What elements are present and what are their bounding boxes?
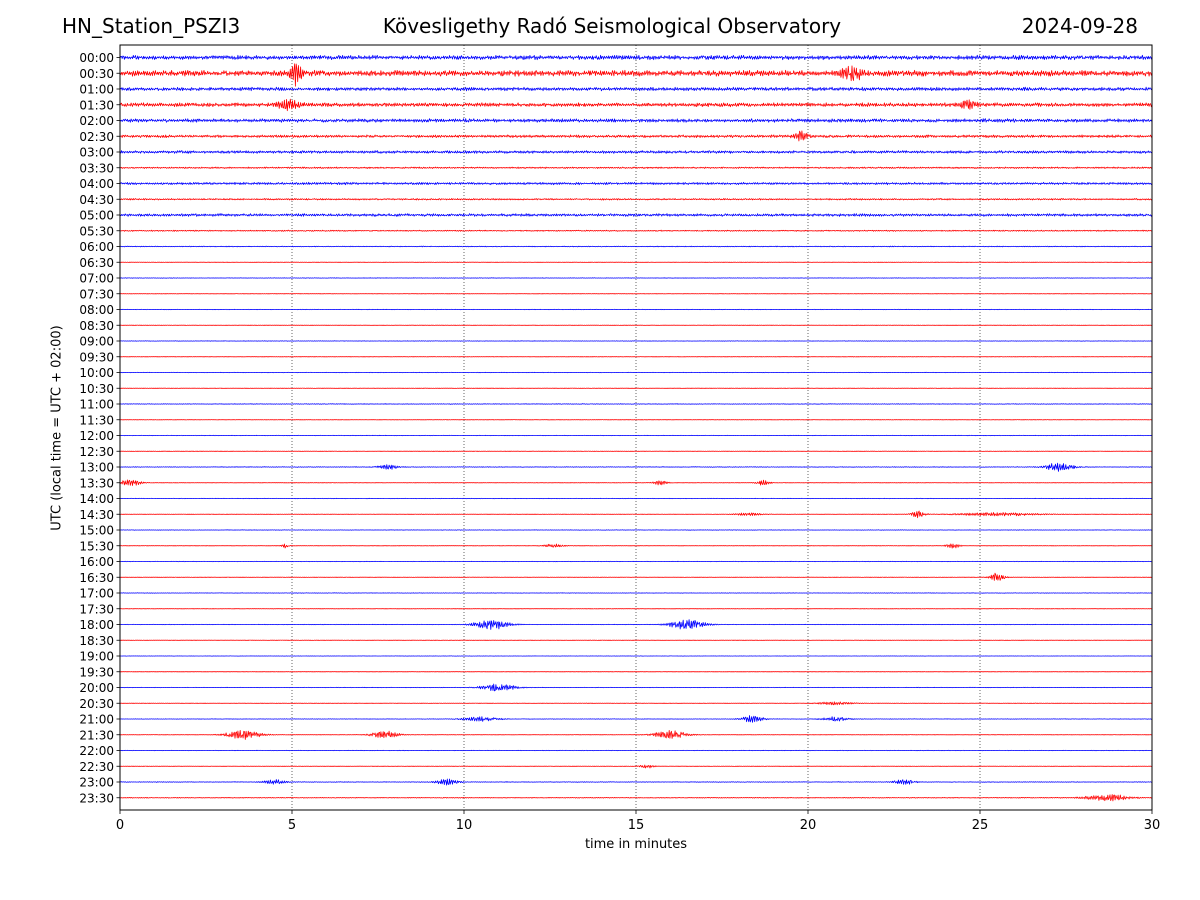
y-tick-label: 14:30 (79, 508, 114, 522)
y-tick-label: 06:30 (79, 256, 114, 270)
y-tick-label: 23:30 (79, 791, 114, 805)
trace-11:00 (119, 403, 1153, 405)
y-tick-label: 09:30 (79, 350, 114, 364)
y-tick-label: 08:30 (79, 319, 114, 333)
station-name: HN_Station_PSZI3 (62, 14, 241, 38)
trace-07:30 (119, 293, 1153, 295)
trace-16:30 (120, 572, 1153, 581)
x-tick-label: 5 (288, 818, 296, 833)
trace-14:30 (120, 510, 1153, 519)
x-axis-label: time in minutes (584, 837, 688, 852)
trace-21:30 (119, 730, 1153, 740)
chart-date: 2024-09-28 (1021, 14, 1138, 38)
y-tick-label: 21:00 (79, 713, 114, 727)
trace-06:00 (119, 245, 1153, 248)
trace-20:00 (119, 683, 1153, 692)
y-tick-label: 10:00 (79, 366, 114, 380)
y-tick-label: 05:30 (79, 224, 114, 238)
y-tick-label: 04:30 (79, 193, 114, 207)
y-tick-label: 09:00 (79, 335, 114, 349)
trace-04:00 (119, 181, 1153, 186)
y-tick-label: 07:00 (79, 272, 114, 286)
y-tick-label: 18:30 (79, 634, 114, 648)
y-tick-label: 13:30 (79, 476, 114, 490)
chart-title: Kövesligethy Radó Seismological Observat… (382, 14, 842, 38)
y-tick-label: 17:00 (79, 587, 114, 601)
y-tick-label: 19:30 (79, 665, 114, 679)
y-tick-label: 02:00 (79, 114, 114, 128)
x-tick-label: 20 (800, 818, 817, 833)
y-tick-label: 06:00 (79, 240, 114, 254)
trace-18:30 (120, 639, 1153, 641)
trace-22:30 (119, 764, 1153, 769)
plot-frame (119, 44, 1153, 811)
y-tick-label: 03:30 (79, 161, 114, 175)
trace-00:30 (119, 63, 1153, 87)
y-tick-label: 12:30 (79, 445, 114, 459)
y-tick-label: 15:00 (79, 524, 114, 538)
y-tick-label: 08:00 (79, 303, 114, 317)
grid-layer (291, 45, 981, 810)
y-tick-label: 20:00 (79, 681, 114, 695)
x-tick-label: 25 (972, 818, 989, 833)
y-tick-label: 01:30 (79, 98, 114, 112)
y-tick-label: 17:30 (79, 602, 114, 616)
y-tick-label: 18:00 (79, 618, 114, 632)
y-tick-label: 10:30 (79, 382, 114, 396)
y-tick-label: 19:00 (79, 650, 114, 664)
trace-23:00 (119, 778, 1153, 786)
y-tick-label: 22:30 (79, 760, 114, 774)
trace-02:30 (119, 130, 1153, 142)
trace-02:00 (119, 118, 1153, 123)
trace-04:30 (119, 198, 1153, 201)
y-tick-label: 01:00 (79, 83, 114, 97)
x-tick-label: 15 (628, 818, 645, 833)
trace-15:30 (119, 543, 1153, 549)
y-tick-label: 07:30 (79, 287, 114, 301)
trace-23:30 (119, 794, 1153, 802)
y-tick-label: 11:30 (79, 413, 114, 427)
trace-13:30 (119, 479, 1153, 486)
trace-layer (119, 54, 1153, 802)
y-tick-label: 15:30 (79, 539, 114, 553)
y-tick-label: 23:00 (79, 776, 114, 790)
y-tick-label: 20:30 (79, 697, 114, 711)
y-tick-label: 04:00 (79, 177, 114, 191)
x-tick-label: 0 (116, 818, 124, 833)
trace-03:00 (119, 150, 1153, 154)
y-tick-label: 00:00 (79, 51, 114, 65)
y-tick-label: 12:00 (79, 429, 114, 443)
y-tick-label: 16:30 (79, 571, 114, 585)
y-tick-label: 02:30 (79, 130, 114, 144)
trace-13:00 (119, 462, 1153, 472)
y-tick-label: 11:00 (79, 398, 114, 412)
y-tick-label: 13:00 (79, 461, 114, 475)
y-tick-label: 14:00 (79, 492, 114, 506)
y-tick-label: 03:00 (79, 146, 114, 160)
trace-20:30 (120, 701, 1153, 706)
x-tick-label: 30 (1144, 818, 1161, 833)
y-tick-label: 00:30 (79, 67, 114, 81)
y-tick-label: 22:00 (79, 744, 114, 758)
trace-05:30 (119, 229, 1153, 232)
trace-01:30 (119, 98, 1153, 112)
y-tick-label: 05:00 (79, 209, 114, 223)
y-tick-label: 21:30 (79, 728, 114, 742)
trace-00:00 (119, 54, 1153, 61)
trace-05:00 (119, 213, 1153, 217)
trace-03:30 (119, 166, 1153, 169)
trace-01:00 (119, 86, 1153, 92)
x-tick-label: 10 (456, 818, 473, 833)
trace-21:00 (119, 715, 1153, 723)
x-tick-layer: 0 5 10 15 20 25 30 (116, 810, 1160, 833)
trace-18:00 (119, 619, 1153, 630)
y-tick-label: 16:00 (79, 555, 114, 569)
